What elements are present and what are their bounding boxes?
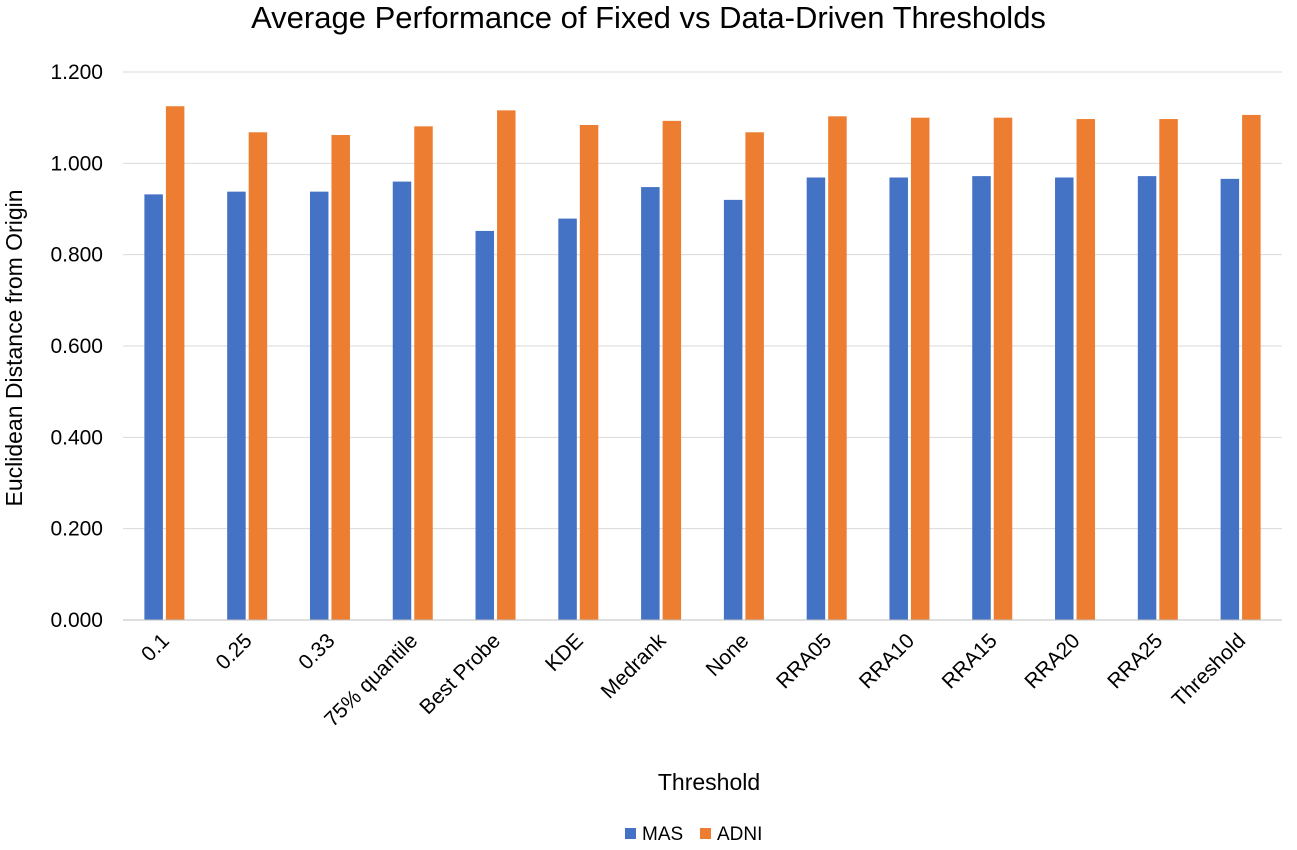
bar-mas [1055, 177, 1074, 621]
bar-adni [910, 117, 930, 621]
y-tick-label: 1.200 [50, 61, 103, 84]
y-tick-label: 0.200 [50, 518, 103, 541]
x-tick-label: RRA05 [772, 629, 836, 693]
y-axis-ticks: 0.000 0.200 0.400 0.600 0.800 1.000 1.200 [50, 61, 103, 632]
bar-mas [889, 177, 908, 621]
bars [144, 106, 1261, 621]
bar-mas [392, 181, 412, 620]
gridlines [123, 71, 1282, 530]
x-tick-label: RRA20 [1020, 629, 1084, 693]
x-tick-label: RRA15 [938, 629, 1002, 693]
bar-adni [165, 106, 185, 620]
bar-mas [972, 176, 991, 620]
legend-label-adni: ADNI [717, 824, 762, 845]
chart-title: Average Performance of Fixed vs Data-Dri… [251, 0, 1046, 35]
legend: MAS ADNI [625, 824, 762, 845]
y-tick-label: 0.800 [50, 244, 103, 267]
bar-adni [331, 135, 350, 620]
bar-mas [144, 194, 163, 621]
x-tick-label: RRA10 [855, 629, 919, 693]
bar-mas [475, 230, 495, 621]
bar-adni [414, 126, 433, 621]
bar-adni [993, 117, 1013, 621]
y-axis-title: Euclidean Distance from Origin [1, 189, 27, 506]
x-tick-label: 0.25 [212, 629, 257, 674]
y-tick-label: 0.000 [50, 609, 103, 632]
y-tick-label: 1.000 [50, 152, 103, 175]
x-axis-title: Threshold [658, 769, 760, 795]
bar-adni [745, 132, 764, 620]
x-tick-label: None [702, 629, 754, 681]
bar-mas [309, 191, 329, 620]
bar-adni [1076, 119, 1096, 620]
bar-adni [497, 110, 516, 621]
x-tick-label: Threshold [1168, 629, 1250, 711]
x-tick-label: Medrank [597, 629, 671, 703]
x-tick-label: 0.33 [294, 629, 339, 674]
x-tick-label: KDE [541, 629, 588, 676]
bar-mas [723, 199, 743, 620]
legend-swatch-adni [700, 828, 711, 839]
bar-mas [227, 191, 246, 620]
legend-swatch-mas [625, 828, 636, 839]
y-tick-label: 0.400 [50, 426, 103, 449]
bar-adni [1159, 119, 1178, 620]
bar-mas [806, 177, 826, 621]
x-tick-label: RRA25 [1103, 629, 1167, 693]
bar-adni [1242, 114, 1261, 620]
bar-mas [1137, 176, 1157, 620]
bar-adni [579, 124, 599, 621]
bar-adni [828, 116, 847, 621]
bar-mas [558, 218, 577, 620]
y-tick-label: 0.600 [50, 335, 103, 358]
legend-label-mas: MAS [642, 824, 683, 845]
bar-adni [248, 132, 268, 620]
bar-adni [662, 120, 682, 620]
x-tick-label: Best Probe [415, 629, 505, 719]
bar-mas [641, 187, 660, 620]
x-tick-label: 0.1 [137, 629, 174, 666]
bar-mas [1220, 178, 1240, 621]
